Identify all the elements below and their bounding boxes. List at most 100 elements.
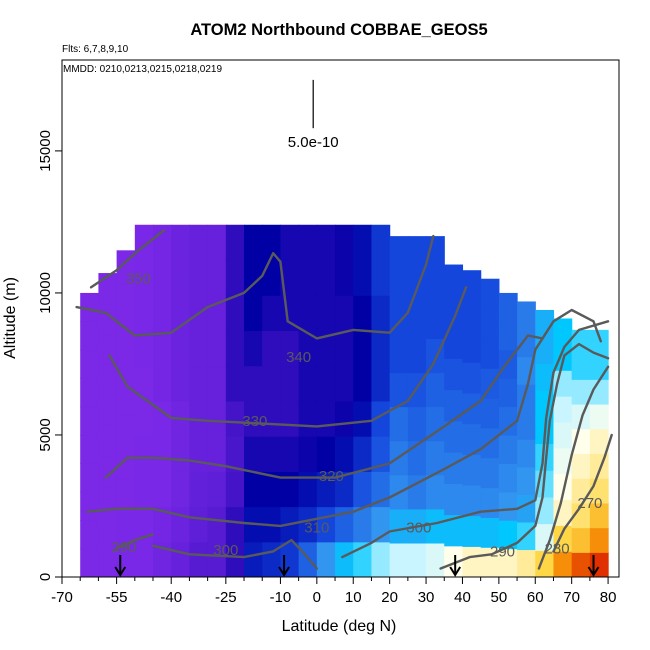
heatmap-cell [262,259,282,296]
heatmap-cell [207,330,227,367]
heatmap-cell [80,349,99,379]
dates-note: MMDD: 0210,0213,0215,0218,0219 [63,64,222,75]
heatmap-cell [134,400,154,437]
heatmap-cell [389,542,409,577]
heatmap-cell [280,259,300,296]
heatmap-cell [207,365,227,402]
contour-label: 280 [545,541,570,558]
heatmap-cell [134,541,154,577]
contour-label: 350 [126,271,151,288]
heatmap-cell [134,471,154,508]
contour-line [537,365,610,570]
heatmap-cell [171,506,191,543]
y-tick-label: 15000 [37,130,54,172]
heatmap-cell [244,224,263,261]
heatmap-cell [589,428,609,455]
x-tick-label: 30 [418,589,435,606]
heatmap-cell [80,463,99,493]
heatmap-cell [407,304,427,339]
heatmap-cell [134,224,154,261]
heatmap-cell [153,436,172,472]
heatmap-cell [571,552,591,577]
x-tick-label: -10 [270,589,292,606]
heatmap-cell [353,365,373,402]
heatmap-cell [189,400,209,437]
heatmap-cell [98,485,118,517]
heatmap-cell [207,400,227,437]
contour-label: 320 [319,468,344,485]
heatmap-cell [189,365,209,402]
x-axis-label: Latitude (deg N) [282,618,397,635]
contour-line [151,538,318,570]
heatmap-cell [498,520,518,550]
heatmap-cell [298,506,318,543]
heatmap-cell [498,292,518,322]
heatmap-cell [480,457,500,489]
heatmap-cell [553,318,573,345]
heatmap-cell [153,224,172,261]
flight-arrow [278,555,290,577]
heatmap-cell [225,506,245,543]
heatmap-cell [462,454,482,486]
heatmap-cell [480,338,500,369]
heatmap-cell [244,330,263,367]
scale-bar-label: 5.0e-10 [288,134,339,151]
heatmap-cell [225,365,245,402]
heatmap-cell [389,338,409,374]
heatmap-cell [335,400,354,437]
heatmap-cell [462,423,482,455]
y-axis: 0 5000 10000 15000 [37,130,62,581]
heatmap-cell [80,321,99,351]
heatmap-cell [517,301,536,330]
heatmap-cell [335,224,354,261]
heatmap-cell [244,365,263,402]
heatmap-cell [207,259,227,296]
x-tick-label: 10 [345,589,362,606]
heatmap-cell [535,363,555,391]
heatmap-cell [189,259,209,296]
contour-line [439,342,610,570]
heatmap-cell [389,236,409,271]
heatmap-cell [498,434,518,464]
contour-label: 290 [111,539,136,556]
heatmap-cell [426,474,445,510]
heatmap-cell [353,330,373,367]
heatmap-cell [134,295,154,332]
heatmap-cell [134,259,154,296]
heatmap-cell [98,455,118,487]
heatmap-cell [225,436,245,472]
heatmap-cell [371,436,391,472]
heatmap-cell [225,295,245,332]
heatmap-cell [407,474,427,510]
heatmap-cell [426,304,445,339]
x-tick-label: 60 [527,589,544,606]
heatmap-cell [116,413,136,447]
heatmap-cell [316,259,336,296]
heatmap-cell [262,365,282,402]
heatmap-cell [298,330,318,367]
heatmap-cell [553,499,573,526]
heatmap-cell [335,330,354,367]
heatmap-cell [462,392,482,425]
contour-label: 300 [406,519,431,536]
contour-label: 330 [242,413,267,430]
heatmap-cell [98,333,118,365]
heatmap-cell [171,365,191,402]
heatmap-cell [189,330,209,367]
heatmap-cell [353,224,373,261]
heatmap-cell [335,436,354,472]
flight-arrow [587,555,600,577]
heatmap-cell [244,295,263,332]
heatmap-cell [98,394,118,426]
heatmap-cell [480,368,500,399]
y-axis-label: Altitude (m) [2,277,19,359]
heatmap-cell [316,436,336,472]
heatmap-cell [153,400,172,437]
heatmap-cell [517,411,536,440]
heatmap-cell [389,508,409,544]
x-tick-label: 40 [454,589,471,606]
heatmap-cell [444,295,464,328]
heatmap-cell [80,520,99,550]
heatmap-cell [553,396,573,423]
